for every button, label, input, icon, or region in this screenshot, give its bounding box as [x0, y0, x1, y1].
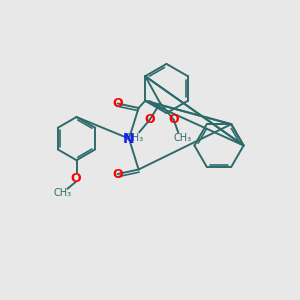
- Text: CH₃: CH₃: [53, 188, 71, 198]
- Text: O: O: [70, 172, 81, 185]
- Text: O: O: [144, 113, 155, 126]
- Text: CH₃: CH₃: [126, 133, 144, 143]
- Text: CH₃: CH₃: [174, 133, 192, 143]
- Text: O: O: [168, 113, 179, 126]
- Text: N: N: [123, 132, 135, 145]
- Text: O: O: [112, 97, 123, 110]
- Text: O: O: [112, 167, 123, 181]
